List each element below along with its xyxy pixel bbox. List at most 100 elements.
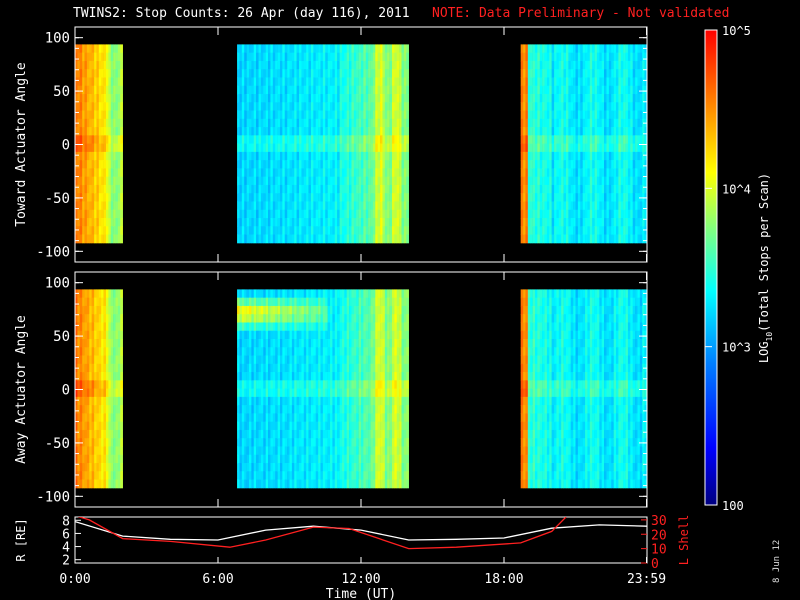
heatmap-cell [96,143,100,153]
heatmap-cell [105,143,109,153]
heatmap-cell [91,297,95,307]
heatmap-cell [272,297,276,307]
heatmap-cell [582,94,586,103]
heatmap-cell [244,363,247,373]
heatmap-cell [103,85,107,95]
heatmap-cell [568,151,572,161]
heatmap-cell [315,44,319,54]
heatmap-cell [94,463,97,472]
heatmap-cell [554,52,557,62]
heatmap-cell [556,69,560,78]
heatmap-cell [120,405,123,414]
heatmap-cell [303,413,307,423]
heatmap-cell [525,135,529,145]
heatmap-cell [358,160,362,169]
heatmap-cell [272,314,276,323]
heatmap-cell [265,314,269,323]
heatmap-cell [341,118,345,128]
heatmap-cell [265,355,269,365]
heatmap-cell [632,127,636,136]
heatmap-cell [308,234,312,244]
heatmap-cell [573,234,576,244]
heatmap-cell [120,421,123,431]
heatmap-cell [91,463,95,472]
heatmap-cell [75,305,78,315]
heatmap-cell [96,135,100,145]
heatmap-cell [306,135,309,145]
heatmap-cell [108,471,112,481]
heatmap-cell [98,396,102,406]
heatmap-cell [75,52,78,62]
heatmap-cell [110,193,114,202]
heatmap-cell [110,405,114,414]
heatmap-cell [375,234,378,244]
heatmap-cell [368,234,371,244]
heatmap-cell [237,110,240,120]
heatmap-cell [275,289,278,299]
heatmap-cell [389,102,393,112]
heatmap-cell [573,209,576,219]
heatmap-cell [248,118,252,128]
heatmap-cell [268,151,271,161]
heatmap-cell [260,463,264,472]
heatmap-cell [296,52,300,62]
heatmap-cell [320,405,324,414]
heatmap-cell [101,297,104,307]
heatmap-cell [399,193,402,202]
heatmap-cell [320,463,324,472]
heatmap-cell [565,69,569,78]
heatmap-cell [613,209,617,219]
heatmap-cell [303,52,307,62]
heatmap-cell [251,160,255,169]
heatmap-cell [103,463,107,472]
heatmap-cell [120,77,123,87]
heatmap-cell [618,110,622,120]
heatmap-cell [256,372,259,381]
heatmap-cell [389,44,393,54]
heatmap-cell [239,421,243,431]
heatmap-cell [294,429,297,439]
heatmap-cell [587,176,591,186]
heatmap-cell [375,94,378,103]
heatmap-cell [637,94,641,103]
heatmap-cell [101,479,104,489]
heatmap-cell [565,85,569,95]
heatmap-cell [353,201,357,211]
heatmap-cell [315,330,319,340]
heatmap-cell [260,127,264,136]
heatmap-cell [608,85,612,95]
heatmap-cell [239,60,243,70]
heatmap-cell [313,471,317,481]
heatmap-cell [103,429,107,439]
heatmap-cell [542,143,545,153]
heatmap-cell [103,297,107,307]
heatmap-cell [253,209,257,219]
heatmap-cell [539,127,543,136]
heatmap-cell [325,339,328,348]
heatmap-cell [258,446,262,456]
heatmap-cell [75,479,78,489]
heatmap-cell [382,110,386,120]
heatmap-cell [620,226,624,236]
heatmap-cell [341,168,345,178]
heatmap-cell [618,193,622,202]
heatmap-cell [241,234,245,244]
heatmap-cell [265,127,269,136]
heatmap-cell [110,168,114,178]
heatmap-cell [77,297,81,307]
heatmap-cell [377,44,381,54]
heatmap-cell [627,52,631,62]
heatmap-cell [313,201,317,211]
heatmap-cell [246,168,250,178]
heatmap-cell [389,184,393,194]
heatmap-cell [527,118,531,128]
heatmap-cell [246,110,250,120]
heatmap-cell [596,151,600,161]
heatmap-cell [527,168,531,178]
heatmap-cell [275,363,278,373]
heatmap-cell [91,339,95,348]
heatmap-cell [558,52,562,62]
heatmap-cell [96,471,100,481]
heatmap-cell [632,52,636,62]
heatmap-cell [601,69,605,78]
